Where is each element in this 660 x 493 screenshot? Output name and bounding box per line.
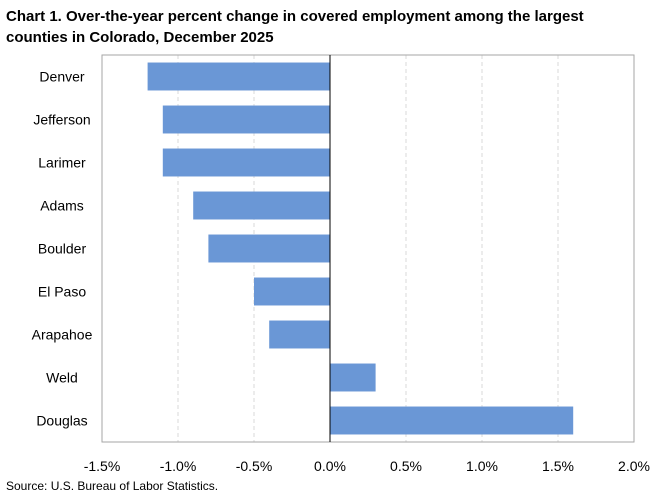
category-label: Larimer xyxy=(38,155,86,171)
bar-el-paso xyxy=(254,277,330,306)
category-label: Weld xyxy=(46,370,78,386)
category-label: Arapahoe xyxy=(32,327,93,343)
axes xyxy=(101,54,635,443)
source-note: Source: U.S. Bureau of Labor Statistics. xyxy=(6,479,219,493)
bar-adams xyxy=(193,191,330,220)
chart-title: Chart 1. Over-the-year percent change in… xyxy=(6,8,584,46)
category-label: Denver xyxy=(39,69,84,85)
x-tick-label: 0.0% xyxy=(314,458,346,474)
x-tick-label: 2.0% xyxy=(618,458,650,474)
bar-arapahoe xyxy=(269,320,330,349)
x-tick-label: -1.0% xyxy=(160,458,197,474)
category-label: Jefferson xyxy=(33,112,90,128)
category-label: Douglas xyxy=(36,413,87,429)
category-label: Adams xyxy=(40,198,84,214)
x-tick-label: 1.5% xyxy=(542,458,574,474)
category-label: El Paso xyxy=(38,284,86,300)
category-labels: Denver Jefferson Larimer Adams Boulder El Pas… xyxy=(32,69,93,429)
bar-douglas xyxy=(330,406,574,435)
plot-frame xyxy=(101,54,635,443)
bar-jefferson xyxy=(162,105,330,134)
x-tick-label: -1.5% xyxy=(84,458,121,474)
x-tick-label: 0.5% xyxy=(390,458,422,474)
bar-weld xyxy=(330,363,376,392)
x-tick-label: 1.0% xyxy=(466,458,498,474)
bar-boulder xyxy=(208,234,330,263)
bars xyxy=(147,62,574,435)
x-tick-label: -0.5% xyxy=(236,458,273,474)
bar-denver xyxy=(147,62,330,91)
bar-larimer xyxy=(162,148,330,177)
category-label: Boulder xyxy=(38,241,87,257)
tick-labels: -1.5% -1.0% -0.5% 0.0% 0.5% 1.0% 1.5% 2.0% xyxy=(84,458,650,474)
